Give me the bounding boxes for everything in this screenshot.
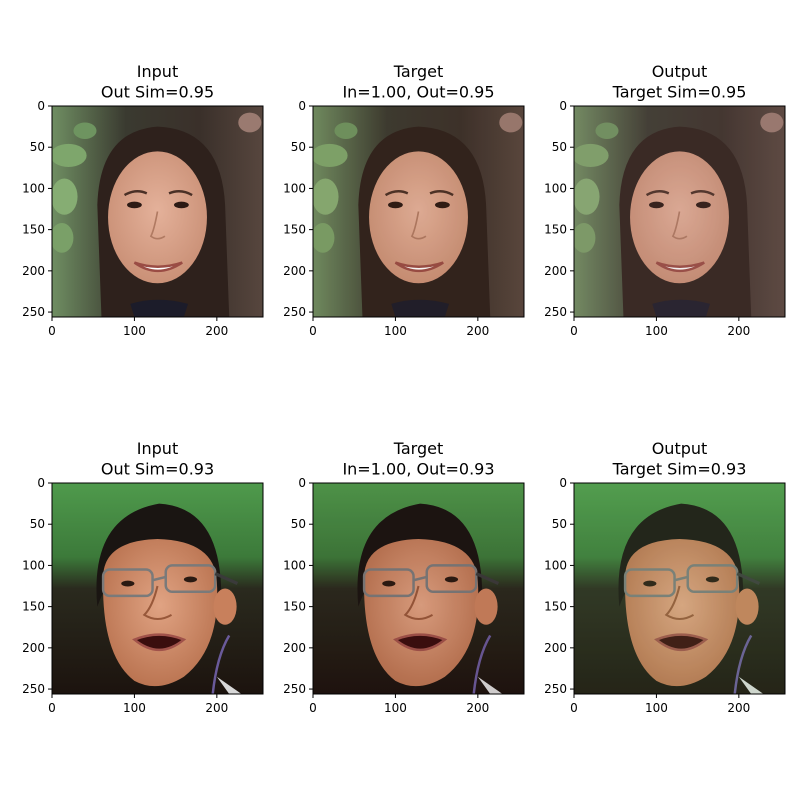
y-tick-label: 100 (22, 558, 45, 572)
image-tint (574, 483, 785, 694)
y-tick-label: 200 (544, 264, 567, 278)
y-tick-label: 0 (298, 476, 306, 490)
y-tick-label: 200 (22, 264, 45, 278)
y-tick-label: 100 (283, 181, 306, 195)
subplot-4: Input Out Sim=0.93 0 100 200 0 50 100 150 200 250 (22, 439, 264, 715)
image-tint (313, 106, 524, 317)
subplot-1: Input Out Sim=0.95 0 100 200 0 50 100 150 200 250 (22, 62, 264, 338)
y-tick-label: 200 (283, 264, 306, 278)
x-tick-label: 100 (384, 701, 407, 715)
x-tick-label: 0 (48, 701, 56, 715)
y-tick-label: 200 (544, 641, 567, 655)
subplot-subtitle: In=1.00, Out=0.95 (342, 83, 494, 102)
y-tick-label: 250 (544, 682, 567, 696)
subplot-subtitle: Out Sim=0.93 (101, 460, 214, 479)
y-tick-label: 150 (22, 600, 45, 614)
y-tick-label: 0 (37, 476, 45, 490)
y-tick-label: 150 (22, 223, 45, 237)
axes-frame (51, 482, 264, 695)
y-tick-label: 0 (559, 99, 567, 113)
y-tick-label: 100 (544, 181, 567, 195)
x-tick-label: 200 (727, 324, 750, 338)
y-tick-label: 50 (291, 517, 306, 531)
y-tick-label: 50 (291, 140, 306, 154)
subplot-title: Target (393, 439, 444, 458)
x-tick-label: 100 (123, 324, 146, 338)
face-woman-original-image (52, 106, 263, 317)
y-tick-label: 150 (283, 223, 306, 237)
x-tick-label: 200 (205, 701, 228, 715)
y-tick-label: 100 (544, 558, 567, 572)
subplot-5: Target In=1.00, Out=0.93 0 100 200 0 50 100 150 2… (283, 439, 525, 715)
y-tick-label: 150 (544, 600, 567, 614)
subplot-title: Input (137, 439, 178, 458)
y-tick-label: 250 (544, 305, 567, 319)
x-tick-label: 200 (727, 701, 750, 715)
subplot-3: Output Target Sim=0.95 0 100 200 0 50 100 150 200… (544, 62, 786, 338)
subplot-subtitle: In=1.00, Out=0.93 (342, 460, 494, 479)
y-tick-label: 250 (283, 682, 306, 696)
x-tick-label: 100 (645, 324, 668, 338)
image-tint (313, 483, 524, 694)
subplot-subtitle: Target Sim=0.95 (612, 83, 747, 102)
x-tick-label: 200 (205, 324, 228, 338)
x-tick-label: 0 (48, 324, 56, 338)
y-tick-label: 0 (559, 476, 567, 490)
y-tick-label: 100 (283, 558, 306, 572)
subplot-subtitle: Target Sim=0.93 (612, 460, 747, 479)
x-tick-label: 0 (309, 701, 317, 715)
subplot-2: Target In=1.00, Out=0.95 0 100 200 0 50 100 150 2… (283, 62, 525, 338)
y-tick-label: 150 (544, 223, 567, 237)
y-tick-label: 0 (37, 99, 45, 113)
axes-frame (573, 482, 786, 695)
image-tint (574, 106, 785, 317)
y-tick-label: 0 (298, 99, 306, 113)
x-tick-label: 100 (123, 701, 146, 715)
y-tick-label: 250 (22, 305, 45, 319)
axes-frame (312, 105, 525, 318)
x-tick-label: 0 (570, 701, 578, 715)
subplot-6: Output Target Sim=0.93 0 100 200 0 50 100 150 200… (544, 439, 786, 715)
subplot-title: Output (652, 439, 708, 458)
x-tick-label: 100 (645, 701, 668, 715)
x-tick-label: 200 (466, 324, 489, 338)
y-tick-label: 200 (283, 641, 306, 655)
face-man-original-image (52, 483, 263, 694)
y-tick-label: 250 (22, 682, 45, 696)
x-tick-label: 0 (309, 324, 317, 338)
y-tick-label: 50 (30, 517, 45, 531)
x-tick-label: 200 (466, 701, 489, 715)
axes-frame (51, 105, 264, 318)
y-tick-label: 100 (22, 181, 45, 195)
x-tick-label: 0 (570, 324, 578, 338)
y-tick-label: 200 (22, 641, 45, 655)
x-tick-label: 100 (384, 324, 407, 338)
axes-frame (312, 482, 525, 695)
y-tick-label: 50 (552, 140, 567, 154)
subplot-title: Target (393, 62, 444, 81)
y-tick-label: 50 (552, 517, 567, 531)
y-tick-label: 150 (283, 600, 306, 614)
subplot-title: Input (137, 62, 178, 81)
subplot-title: Output (652, 62, 708, 81)
axes-frame (573, 105, 786, 318)
y-tick-label: 250 (283, 305, 306, 319)
y-tick-label: 50 (30, 140, 45, 154)
subplot-subtitle: Out Sim=0.95 (101, 83, 214, 102)
